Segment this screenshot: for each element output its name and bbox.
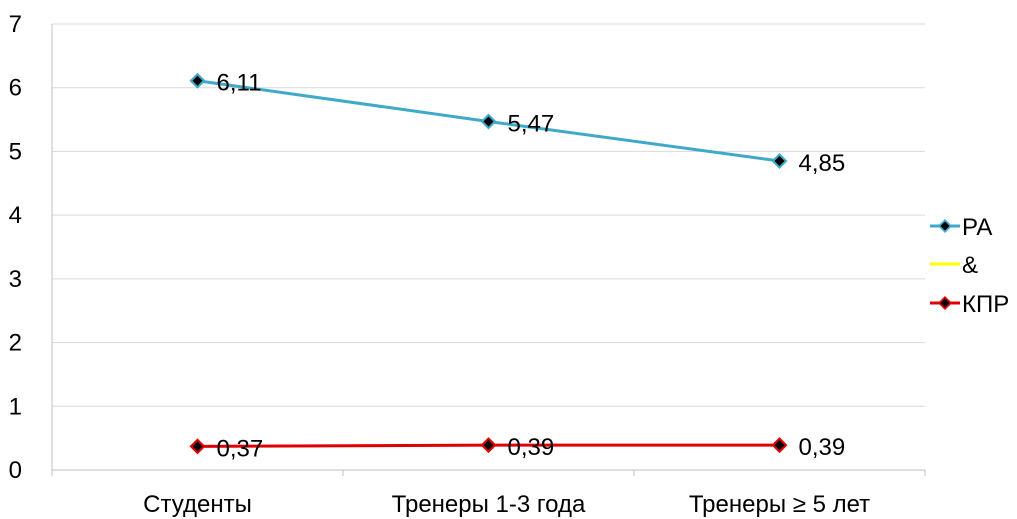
y-tick-label: 1 xyxy=(9,393,22,420)
data-point xyxy=(192,75,203,86)
y-tick-label: 6 xyxy=(9,75,22,102)
legend-label: КПР xyxy=(962,291,1009,318)
data-label: 0,39 xyxy=(799,434,846,461)
y-tick-label: 7 xyxy=(9,11,22,38)
axes: 0 1 2 3 4 5 6 7 Студенты Тренеры 1-3 года Тренеры … xyxy=(9,11,926,518)
data-label: 6,11 xyxy=(217,70,262,97)
data-point xyxy=(483,116,494,127)
data-point xyxy=(483,440,494,451)
data-label: 5,47 xyxy=(508,110,555,137)
x-tick-label: Тренеры ≥ 5 лет xyxy=(689,491,870,518)
y-tick-label: 2 xyxy=(9,330,22,357)
legend-label: РА xyxy=(962,214,992,241)
x-tick-label: Тренеры 1-3 года xyxy=(392,491,586,518)
data-point xyxy=(192,441,203,452)
legend: РА & КПР xyxy=(930,214,1009,318)
data-label: 0,37 xyxy=(217,435,264,462)
data-point xyxy=(774,155,785,166)
gridlines xyxy=(52,23,925,407)
data-label: 0,39 xyxy=(508,434,555,461)
data-label: 4,85 xyxy=(799,150,846,177)
data-labels: 6,11 5,47 4,85 0,37 0,39 0,39 xyxy=(217,70,846,463)
data-point xyxy=(774,440,785,451)
y-tick-label: 4 xyxy=(9,202,22,229)
y-tick-label: 0 xyxy=(9,457,22,484)
series-group xyxy=(189,72,788,455)
x-tick-label: Студенты xyxy=(143,491,252,518)
legend-label: & xyxy=(962,252,978,279)
y-tick-label: 5 xyxy=(9,138,22,165)
legend-marker xyxy=(940,298,950,308)
y-tick-label: 3 xyxy=(9,266,22,293)
legend-marker xyxy=(940,221,950,231)
